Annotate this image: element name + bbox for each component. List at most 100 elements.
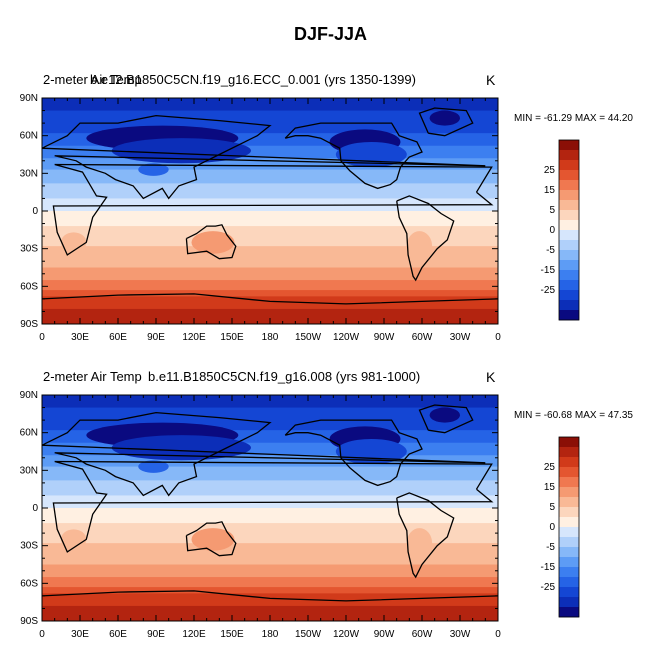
colorbar-swatch [559,240,579,251]
regional-anomaly [138,460,169,473]
lon-tick-label: 150E [220,332,244,343]
regional-anomaly [429,407,460,423]
regional-anomaly [429,110,460,126]
colorbar-swatch [559,220,579,231]
colorbar-swatch [559,250,579,261]
colorbar-swatch [559,447,579,458]
colorbar-swatch [559,270,579,281]
colorbar-swatch [559,567,579,578]
coastline [418,404,474,434]
colorbar-label: 0 [549,522,555,533]
contour-band [42,577,498,588]
lon-tick-label: 180 [262,332,279,343]
colorbar-label: 0 [549,225,555,236]
contour-band [42,480,498,496]
temperature-field [42,395,498,621]
lon-tick-label: 90W [374,629,395,640]
lon-tick-label: 150W [295,629,322,640]
lon-tick-label: 180 [262,629,279,640]
colorbar-swatch [559,577,579,588]
colorbar-swatch [559,170,579,181]
lat-tick-label: 0 [32,206,38,217]
lon-tick-label: 150E [220,629,244,640]
lat-tick-label: 30S [20,541,38,552]
coastline [42,590,498,602]
lat-tick-label: 90S [20,319,38,330]
colorbar-label: -15 [541,265,556,276]
coastline [284,419,423,487]
lon-tick-label: 30E [71,629,89,640]
colorbar-swatch [559,477,579,488]
contour-band [42,267,498,281]
temperature-field [42,98,498,324]
regional-anomaly [191,231,235,254]
colorbar-swatch [559,210,579,221]
lat-tick-label: 90N [20,93,38,104]
colorbar-label: 15 [544,482,556,493]
lat-tick-label: 0 [32,503,38,514]
colorbar-swatch [559,467,579,478]
regional-anomaly [191,528,235,551]
contour-band [42,523,498,544]
colorbar-label: 5 [549,502,555,513]
colorbar-swatch [559,180,579,191]
regional-anomaly [60,232,87,253]
lon-tick-label: 0 [39,629,45,640]
lon-tick-label: 60W [412,629,433,640]
colorbar-frame [558,436,580,618]
contour-band [42,211,498,227]
colorbar-swatch [559,587,579,598]
lon-tick-label: 120E [182,332,206,343]
colorbar-swatch [559,140,579,151]
lon-tick-label: 60E [109,332,127,343]
contour-band [42,564,498,578]
contour-band [42,455,498,468]
lon-tick-label: 30W [450,332,471,343]
coastline [185,224,237,260]
colorbar-swatch [559,457,579,468]
colorbar-swatch [559,290,579,301]
colorbar-label: -25 [541,582,556,593]
lat-tick-label: 30N [20,168,38,179]
lat-tick-label: 90S [20,616,38,627]
colorbar-swatch [559,487,579,498]
colorbar-swatch [559,547,579,558]
panel-units: K [486,72,496,88]
colorbar-swatch [559,300,579,311]
panel-minmax: MIN = -61.29 MAX = 44.20 [514,113,633,124]
colorbar-label: 25 [544,165,556,176]
lon-tick-label: 120W [333,332,360,343]
colorbar-swatch [559,597,579,608]
lon-tick-label: 60W [412,332,433,343]
contour-band [42,226,498,247]
colorbar-label: 15 [544,185,556,196]
colorbar-label: 25 [544,462,556,473]
panel-left-title: 2-meter Air Temp [43,72,142,87]
lon-tick-label: 30W [450,629,471,640]
panel-minmax: MIN = -60.68 MAX = 47.35 [514,410,633,421]
colorbar-label: 5 [549,205,555,216]
contour-band [42,508,498,524]
contour-band [42,296,498,310]
colorbar-swatch [559,537,579,548]
lat-tick-label: 90N [20,390,38,401]
contour-band [42,543,498,565]
regional-anomaly [60,529,87,550]
colorbar-label: -15 [541,562,556,573]
lon-tick-label: 90E [147,629,165,640]
panel-center-title: b.e12.B1850C5CN.f19_g16.ECC_0.001 (yrs 1… [90,72,416,87]
lon-tick-label: 0 [495,629,501,640]
contour-band [42,158,498,171]
lon-tick-label: 30E [71,332,89,343]
colorbar-swatch [559,310,579,321]
coastline [284,122,423,190]
contour-band [42,587,498,594]
regional-anomaly [406,231,433,262]
regional-anomaly [111,435,252,461]
lat-tick-label: 60N [20,428,38,439]
coastline [52,460,494,553]
lon-tick-label: 120E [182,629,206,640]
regional-anomaly [111,138,252,164]
map-panel-top: 90N 60N 30N 0 30S 60S 90S 0 30E 60E 90E 120E 150E 180… [0,68,661,358]
